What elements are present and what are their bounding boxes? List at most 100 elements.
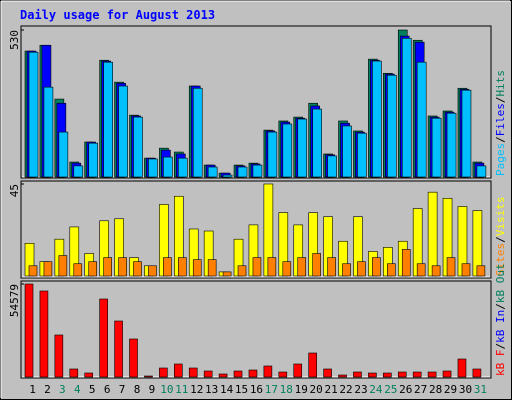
legend-entry: Hits bbox=[494, 70, 507, 97]
x-tick-label: 28 bbox=[429, 383, 442, 396]
bar bbox=[43, 261, 53, 277]
bar bbox=[88, 261, 98, 277]
x-tick-label: 23 bbox=[354, 383, 367, 396]
bar bbox=[133, 116, 143, 178]
bar bbox=[476, 165, 487, 178]
x-tick-label: 1 bbox=[29, 383, 36, 396]
bar bbox=[99, 298, 108, 378]
bar bbox=[28, 265, 38, 277]
x-tick-label: 14 bbox=[220, 383, 234, 396]
x-tick-label: 25 bbox=[384, 383, 397, 396]
bar bbox=[327, 257, 336, 277]
bar bbox=[118, 257, 127, 277]
bar bbox=[88, 142, 99, 178]
y-tick-label: 530 bbox=[8, 30, 21, 50]
bar bbox=[338, 374, 347, 378]
bar bbox=[412, 371, 422, 378]
x-tick-label: 18 bbox=[280, 383, 293, 396]
bar bbox=[372, 257, 381, 277]
bar bbox=[427, 191, 438, 277]
x-tick-label: 13 bbox=[205, 383, 218, 396]
bar bbox=[148, 158, 158, 178]
bar bbox=[252, 257, 262, 277]
bar bbox=[416, 61, 427, 178]
bar bbox=[431, 117, 442, 178]
bar bbox=[73, 263, 83, 277]
x-tick-label: 3 bbox=[59, 383, 66, 396]
bar bbox=[84, 372, 94, 378]
bar bbox=[252, 164, 263, 178]
legend-entry: Files bbox=[494, 103, 507, 136]
bar bbox=[416, 263, 426, 277]
bar bbox=[446, 257, 456, 277]
bar bbox=[457, 358, 467, 378]
bar bbox=[207, 166, 218, 178]
bar bbox=[308, 352, 317, 378]
legend-entry: kB In bbox=[494, 310, 507, 343]
bar bbox=[103, 257, 112, 277]
x-tick-label: 6 bbox=[104, 383, 111, 396]
bar bbox=[397, 371, 407, 378]
bar bbox=[383, 372, 392, 378]
bar bbox=[24, 283, 34, 378]
x-tick-label: 11 bbox=[175, 383, 188, 396]
x-tick-label: 10 bbox=[160, 383, 173, 396]
bar bbox=[237, 166, 248, 178]
bar bbox=[73, 165, 84, 178]
bar bbox=[174, 363, 183, 378]
bar bbox=[293, 363, 303, 378]
x-tick-label: 30 bbox=[459, 383, 472, 396]
x-tick-label: 9 bbox=[149, 383, 156, 396]
bar bbox=[401, 38, 412, 178]
bar bbox=[442, 370, 452, 378]
bar bbox=[159, 367, 168, 378]
bar bbox=[163, 156, 173, 178]
y-tick-label: 54579 bbox=[8, 284, 21, 317]
bar bbox=[28, 51, 39, 178]
bar bbox=[222, 174, 233, 178]
bar bbox=[58, 131, 69, 178]
legend-entry: Pages bbox=[494, 143, 507, 176]
x-tick-label: 15 bbox=[235, 383, 248, 396]
bar bbox=[461, 89, 472, 178]
bar bbox=[118, 85, 128, 178]
bar bbox=[263, 365, 273, 378]
bar bbox=[297, 257, 307, 277]
x-tick-label: 8 bbox=[134, 383, 141, 396]
bar bbox=[218, 373, 228, 378]
legend: Pages/Files/Hits bbox=[494, 70, 507, 176]
bar bbox=[192, 259, 202, 277]
bar bbox=[114, 320, 123, 378]
x-tick-label: 16 bbox=[250, 383, 263, 396]
bar bbox=[39, 290, 49, 378]
x-tick-label: 4 bbox=[74, 383, 81, 396]
x-tick-label: 20 bbox=[310, 383, 323, 396]
x-tick-label: 22 bbox=[339, 383, 352, 396]
x-tick-label: 2 bbox=[44, 383, 51, 396]
x-tick-label: 21 bbox=[324, 383, 337, 396]
bar bbox=[368, 372, 377, 378]
bar bbox=[222, 271, 232, 277]
bar bbox=[188, 367, 198, 378]
legend: kB F/kB In/kB Out bbox=[494, 263, 507, 376]
bar bbox=[282, 123, 293, 178]
bar bbox=[427, 371, 437, 378]
bar bbox=[461, 263, 471, 277]
x-tick-label: 31 bbox=[474, 383, 487, 396]
bar bbox=[129, 338, 138, 378]
bar bbox=[203, 370, 213, 378]
x-tick-label: 17 bbox=[265, 383, 278, 396]
bar bbox=[446, 112, 457, 178]
bar bbox=[278, 371, 288, 378]
bar bbox=[401, 249, 411, 277]
bar bbox=[431, 265, 441, 277]
bar bbox=[353, 371, 362, 378]
bar bbox=[282, 261, 292, 277]
x-tick-label: 29 bbox=[444, 383, 457, 396]
legend-separator: / bbox=[494, 136, 507, 143]
bar bbox=[476, 265, 486, 277]
x-tick-label: 26 bbox=[399, 383, 412, 396]
bar bbox=[472, 368, 482, 378]
bar bbox=[43, 86, 54, 178]
x-tick-label: 7 bbox=[119, 383, 126, 396]
